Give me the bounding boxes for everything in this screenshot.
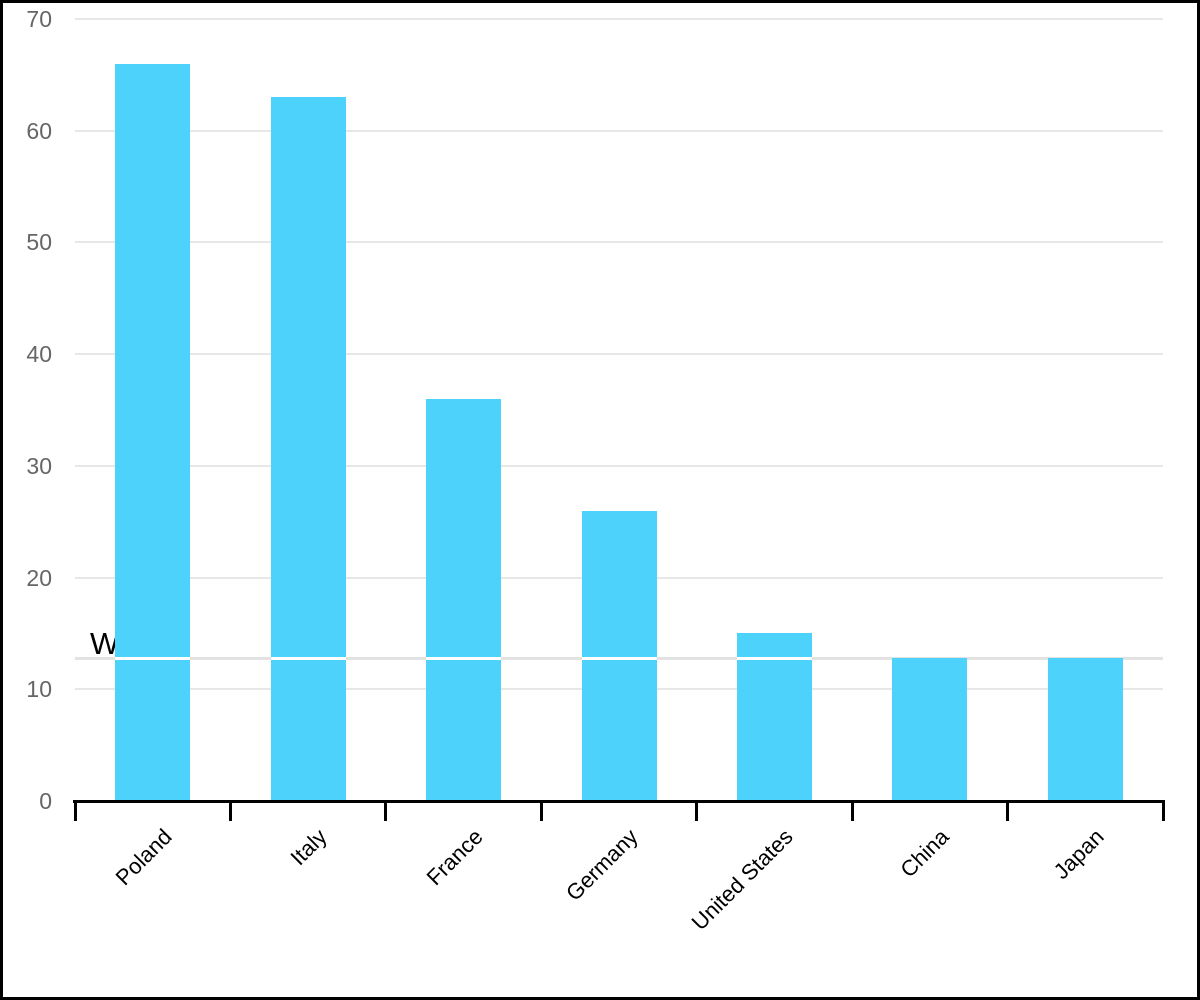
bar bbox=[1047, 658, 1123, 801]
gridline bbox=[75, 464, 1163, 467]
y-tick-label: 10 bbox=[26, 676, 52, 703]
x-tick-label: Poland bbox=[110, 824, 177, 891]
x-tick-label: Japan bbox=[1048, 824, 1109, 885]
bar bbox=[892, 658, 968, 801]
x-axis-tick bbox=[539, 800, 543, 821]
world-line-bar-gap bbox=[581, 656, 657, 660]
bar bbox=[426, 398, 502, 801]
world-line-bar-gap bbox=[115, 656, 191, 660]
y-tick-label: 20 bbox=[26, 564, 52, 591]
gridline bbox=[75, 129, 1163, 132]
y-tick-label: 70 bbox=[26, 6, 52, 32]
x-tick-label: United States bbox=[687, 824, 799, 936]
bar bbox=[736, 633, 812, 801]
bar bbox=[270, 97, 346, 801]
x-axis-tick bbox=[850, 800, 854, 821]
bar bbox=[115, 63, 191, 801]
world-line-bar-gap bbox=[270, 656, 346, 660]
world-line-bar-gap bbox=[426, 656, 502, 660]
y-tick-label: 60 bbox=[26, 117, 52, 144]
x-axis-tick bbox=[384, 800, 388, 821]
x-tick-label: France bbox=[421, 824, 488, 891]
bar bbox=[581, 510, 657, 801]
x-axis-tick bbox=[1006, 800, 1010, 821]
x-axis-tick bbox=[228, 800, 232, 821]
x-tick-label: Italy bbox=[285, 824, 332, 871]
y-tick-label: 50 bbox=[26, 229, 52, 256]
x-tick-label: China bbox=[895, 824, 954, 883]
x-axis-tick bbox=[695, 800, 699, 821]
y-tick-label: 30 bbox=[26, 452, 52, 479]
gridline bbox=[75, 18, 1163, 20]
x-tick-label: Germany bbox=[561, 824, 643, 906]
world-line-bar-gap bbox=[736, 656, 812, 660]
gridline bbox=[75, 241, 1163, 244]
gridline bbox=[75, 353, 1163, 356]
y-tick-label: 0 bbox=[39, 788, 52, 814]
x-axis-line bbox=[73, 800, 1165, 803]
x-axis-tick bbox=[1161, 800, 1165, 821]
x-axis-tick bbox=[73, 800, 77, 821]
y-tick-label: 40 bbox=[26, 341, 52, 368]
